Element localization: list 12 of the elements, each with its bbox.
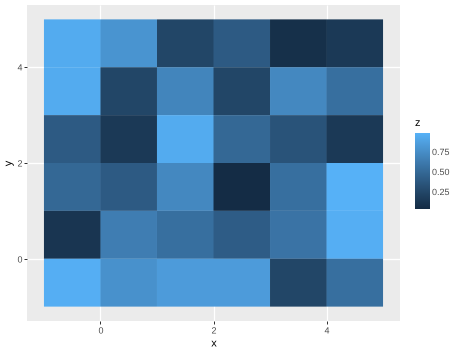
color-bar-label: 0.75 bbox=[432, 147, 450, 158]
x-tick-label: 4 bbox=[324, 326, 330, 336]
y-tick-label: 4 bbox=[17, 62, 22, 73]
color-bar-label: 0.50 bbox=[432, 167, 450, 178]
x-tick-label: 0 bbox=[98, 326, 104, 336]
y-axis-title: y bbox=[2, 160, 14, 166]
color-bar-label: 0.25 bbox=[432, 187, 450, 198]
color-bar-title: z bbox=[415, 117, 420, 129]
y-tick-label: 2 bbox=[17, 158, 22, 168]
x-axis-title: x bbox=[211, 338, 218, 350]
x-tick-label: 2 bbox=[211, 326, 217, 336]
y-tick-label: 0 bbox=[17, 254, 22, 264]
